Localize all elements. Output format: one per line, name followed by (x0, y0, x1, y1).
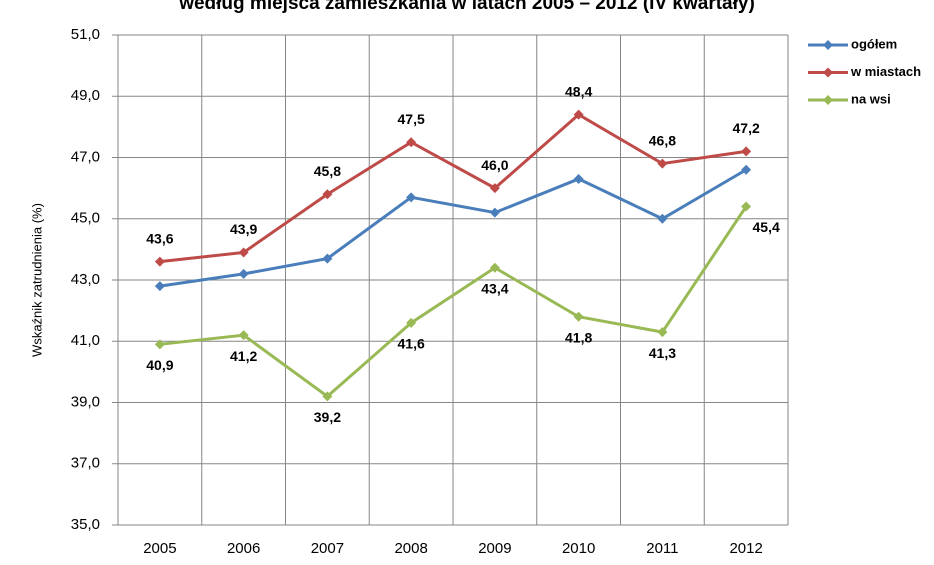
data-label: 48,4 (565, 83, 592, 99)
point-marker (322, 189, 333, 200)
data-label: 45,4 (753, 219, 780, 235)
y-tick-label: 43,0 (71, 271, 100, 288)
x-tick-label: 2008 (394, 540, 427, 557)
point-marker (322, 391, 333, 402)
y-tick-label: 49,0 (71, 87, 100, 104)
point-marker (573, 173, 584, 184)
series-line (159, 205, 748, 399)
point-marker (406, 192, 417, 203)
data-label: 46,8 (649, 132, 676, 148)
x-tick-label: 2012 (729, 540, 762, 557)
point-marker (657, 213, 668, 224)
point-marker (573, 311, 584, 322)
data-label: 43,4 (481, 280, 508, 296)
series-line (159, 168, 747, 288)
x-tick-label: 2011 (646, 540, 678, 557)
point-marker (489, 207, 500, 218)
y-tick-label: 37,0 (71, 455, 100, 472)
legend-marker (823, 67, 833, 78)
point-marker (154, 256, 165, 267)
legend-marker (823, 40, 833, 50)
legend-label: w miastach (850, 64, 921, 79)
point-marker (154, 339, 165, 350)
point-marker (657, 158, 668, 169)
y-tick-label: 39,0 (71, 393, 100, 410)
point-marker (322, 253, 333, 264)
data-label: 41,3 (649, 345, 676, 361)
x-tick-label: 2010 (562, 540, 595, 557)
legend-label: na wsi (851, 91, 891, 106)
point-marker (573, 109, 584, 120)
data-label: 43,6 (146, 230, 173, 246)
x-tick-label: 2005 (143, 540, 176, 557)
data-label: 45,8 (314, 163, 341, 179)
data-label: 41,6 (398, 336, 425, 352)
data-label: 40,9 (146, 357, 173, 373)
x-tick-label: 2009 (478, 540, 511, 557)
point-marker (741, 201, 752, 212)
point-marker (406, 137, 417, 148)
point-marker (238, 247, 249, 258)
data-label: 47,2 (733, 120, 760, 136)
y-axis-label: Wskaźnik zatrudnienia (%) (29, 203, 44, 357)
x-tick-label: 2006 (227, 540, 260, 557)
data-label: 47,5 (398, 111, 425, 127)
data-label: 41,8 (565, 329, 592, 345)
legend-label: ogółem (851, 36, 897, 51)
y-tick-label: 45,0 (71, 210, 100, 227)
point-marker (741, 146, 752, 157)
legend-marker (823, 95, 833, 105)
x-tick-label: 2007 (311, 540, 344, 557)
y-tick-label: 35,0 (71, 516, 100, 533)
point-marker (154, 281, 165, 292)
point-marker (238, 268, 249, 279)
point-marker (489, 262, 500, 273)
y-tick-label: 51,0 (71, 26, 100, 43)
data-label: 41,2 (230, 348, 257, 364)
data-label: 43,9 (230, 221, 257, 237)
point-marker (741, 164, 752, 175)
y-tick-label: 41,0 (71, 332, 100, 349)
data-label: 46,0 (481, 157, 508, 173)
point-marker (657, 327, 668, 338)
point-marker (238, 330, 249, 341)
point-marker (406, 317, 417, 328)
series-line (159, 112, 747, 264)
data-label: 39,2 (314, 409, 341, 425)
y-tick-label: 47,0 (71, 148, 100, 165)
chart-title: według miejsca zamieszkania w latach 200… (178, 0, 755, 14)
point-marker (489, 183, 500, 194)
